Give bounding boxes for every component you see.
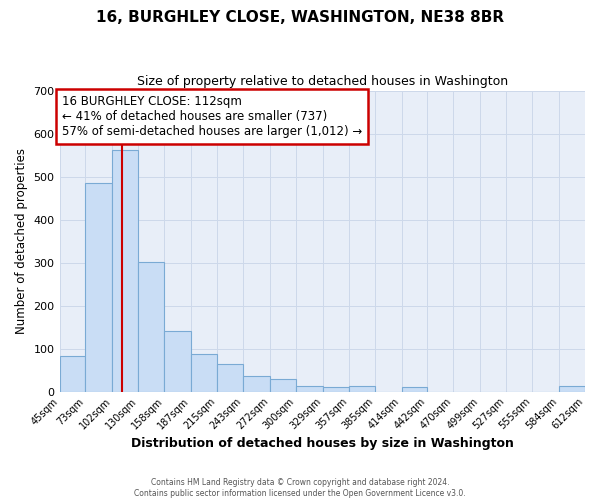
Bar bbox=[85, 184, 112, 392]
Bar bbox=[243, 376, 270, 392]
Bar bbox=[401, 388, 427, 392]
Bar bbox=[164, 332, 191, 392]
Bar bbox=[191, 354, 217, 392]
Bar bbox=[270, 378, 296, 392]
Bar bbox=[349, 386, 374, 392]
Bar bbox=[112, 150, 139, 392]
Title: Size of property relative to detached houses in Washington: Size of property relative to detached ho… bbox=[137, 75, 508, 88]
Bar bbox=[139, 262, 164, 392]
Bar bbox=[559, 386, 585, 392]
Bar bbox=[59, 356, 85, 392]
Text: 16, BURGHLEY CLOSE, WASHINGTON, NE38 8BR: 16, BURGHLEY CLOSE, WASHINGTON, NE38 8BR bbox=[96, 10, 504, 25]
X-axis label: Distribution of detached houses by size in Washington: Distribution of detached houses by size … bbox=[131, 437, 514, 450]
Text: 16 BURGHLEY CLOSE: 112sqm
← 41% of detached houses are smaller (737)
57% of semi: 16 BURGHLEY CLOSE: 112sqm ← 41% of detac… bbox=[62, 95, 362, 138]
Bar bbox=[323, 388, 349, 392]
Bar bbox=[217, 364, 243, 392]
Text: Contains HM Land Registry data © Crown copyright and database right 2024.
Contai: Contains HM Land Registry data © Crown c… bbox=[134, 478, 466, 498]
Bar bbox=[296, 386, 323, 392]
Y-axis label: Number of detached properties: Number of detached properties bbox=[15, 148, 28, 334]
